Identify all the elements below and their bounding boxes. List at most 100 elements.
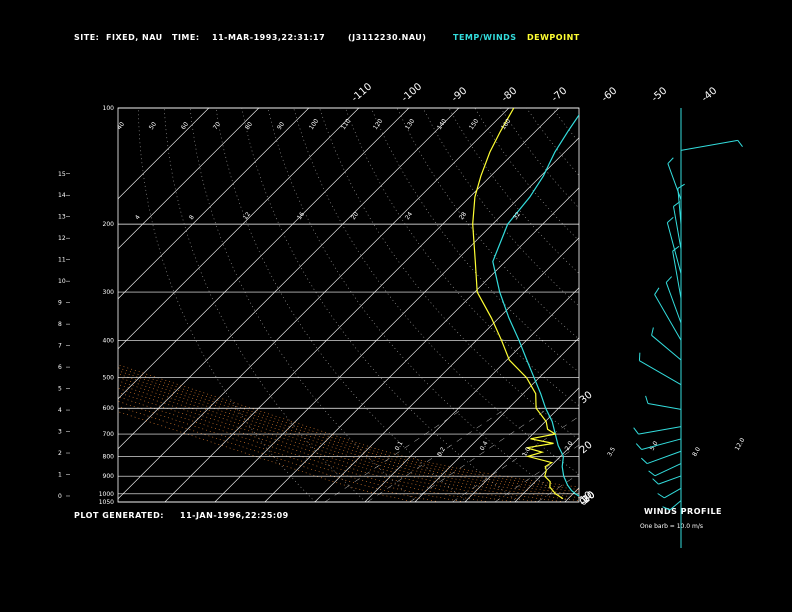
moist-adiabat-label: 16 bbox=[296, 211, 306, 221]
adiabat-top-label: 70 bbox=[212, 121, 222, 131]
temperature-profile-line bbox=[492, 113, 579, 497]
grid-clip-group bbox=[118, 108, 792, 502]
height-km-label: 10 bbox=[58, 278, 66, 285]
adiabat-top-label: 90 bbox=[276, 121, 286, 131]
pressure-tick-label: 1000 bbox=[99, 491, 114, 498]
mixing-ratio-label: 0.1 bbox=[394, 440, 405, 452]
moist-adiabat-line bbox=[118, 396, 490, 502]
adiabat-top-label: 150 bbox=[468, 118, 480, 132]
dewpoint-profile-line bbox=[472, 108, 564, 500]
adiabat-top-label: 140 bbox=[436, 118, 448, 132]
dry-adiabat-line bbox=[163, 108, 367, 502]
wind-barb bbox=[641, 438, 682, 450]
dry-adiabat-line bbox=[138, 108, 316, 502]
dry-adiabat-line bbox=[189, 108, 417, 502]
isotherm-line bbox=[118, 108, 460, 450]
height-km-label: 1 bbox=[58, 472, 62, 479]
profile-layer bbox=[472, 108, 579, 500]
wind-barb-flag bbox=[648, 470, 656, 477]
wind-barb-flag bbox=[633, 427, 639, 435]
time-value: 11-MAR-1993,22:31:17 bbox=[212, 33, 325, 42]
adiabat-top-label: 50 bbox=[148, 121, 158, 131]
isotherm-line bbox=[118, 108, 510, 500]
temp-legend: TEMP/WINDS bbox=[453, 33, 517, 42]
isotherm-line bbox=[615, 108, 792, 502]
adiabat-top-label: 110 bbox=[340, 118, 352, 132]
dry-adiabat-line bbox=[578, 108, 579, 110]
isotherm-line bbox=[715, 108, 792, 502]
wind-barb-flag bbox=[645, 395, 649, 404]
dry-adiabat-line bbox=[500, 108, 579, 209]
height-km-label: 12 bbox=[58, 235, 66, 242]
wind-barb-flag bbox=[635, 443, 642, 450]
wind-barb bbox=[647, 450, 682, 465]
moist-adiabat-line bbox=[118, 392, 515, 502]
wind-barb bbox=[667, 163, 682, 200]
wind-barb bbox=[638, 426, 682, 435]
wind-barb-flag bbox=[640, 457, 648, 464]
height-km-label: 13 bbox=[58, 214, 66, 221]
isotherm-line bbox=[214, 137, 579, 502]
moist-adiabat-line bbox=[118, 376, 579, 498]
isotherm-line bbox=[264, 187, 579, 502]
moist-adiabat-label: 20 bbox=[350, 211, 360, 221]
wind-barb-flag bbox=[652, 478, 659, 485]
mixing-ratio-line bbox=[409, 408, 549, 502]
site-value: FIXED, NAU bbox=[106, 33, 163, 42]
isotherm-right-label: 0 bbox=[578, 496, 590, 509]
wind-barb bbox=[651, 334, 682, 361]
pressure-tick-label: 200 bbox=[103, 221, 115, 228]
plot-generated-value: 11-JAN-1996,22:25:09 bbox=[180, 511, 289, 520]
isotherm-top-label: -110 bbox=[350, 81, 374, 104]
moist-adiabat-line bbox=[118, 387, 540, 502]
moist-adiabat-label: 4 bbox=[134, 214, 142, 221]
moist-adiabat-label: 28 bbox=[458, 211, 468, 221]
isotherm-top-label: -40 bbox=[700, 85, 720, 104]
mixing-ratio-label: 2.0 bbox=[564, 440, 575, 452]
wind-barb bbox=[665, 282, 682, 324]
plot-generated-label: PLOT GENERATED: bbox=[74, 511, 164, 520]
adiabat-top-label: 100 bbox=[308, 118, 320, 132]
pressure-tick-label: 600 bbox=[103, 405, 115, 412]
height-km-label: 11 bbox=[58, 257, 66, 264]
isotherm-line bbox=[364, 287, 579, 502]
moist-adiabat-label: 32 bbox=[512, 211, 522, 221]
wind-barb-flag bbox=[677, 183, 685, 189]
pressure-tick-label: 500 bbox=[103, 375, 115, 382]
dry-adiabat-line bbox=[215, 108, 468, 502]
dry-adiabat-line bbox=[241, 108, 519, 502]
mixing-ratio-label: 12.0 bbox=[734, 437, 747, 452]
dry-adiabat-line bbox=[396, 108, 579, 340]
isotherm-top-label: -50 bbox=[650, 85, 670, 104]
wind-barb-flag bbox=[662, 506, 671, 511]
mixing-ratio-line bbox=[665, 408, 792, 502]
plot-frame bbox=[117, 107, 580, 503]
isotherm-line bbox=[164, 108, 560, 502]
wind-barb-flag bbox=[654, 287, 660, 295]
height-km-label: 15 bbox=[58, 171, 66, 178]
mixing-ratio-label: 3.5 bbox=[606, 446, 617, 458]
adiabat-top-label: 160 bbox=[500, 118, 512, 132]
isotherm-line bbox=[118, 108, 360, 350]
pressure-tick-label: 900 bbox=[103, 473, 115, 480]
height-km-label: 4 bbox=[58, 407, 62, 414]
wind-barb bbox=[647, 403, 682, 410]
adiabat-top-label: 60 bbox=[180, 121, 190, 131]
moist-adiabat-line bbox=[118, 370, 579, 493]
mixing-ratio-line bbox=[537, 473, 579, 502]
wind-barb bbox=[639, 360, 682, 386]
height-km-label: 0 bbox=[58, 493, 62, 500]
wind-barb-flag bbox=[737, 140, 743, 148]
wind-barb bbox=[664, 487, 682, 499]
height-km-label: 6 bbox=[58, 364, 62, 371]
mixing-ratio-label: 8.0 bbox=[691, 446, 702, 458]
isotherm-line bbox=[464, 387, 579, 502]
time-label: TIME: bbox=[172, 33, 200, 42]
dry-adiabat-line bbox=[604, 108, 792, 502]
pressure-tick-label: 300 bbox=[103, 289, 115, 296]
file-id: (J3112230.NAU) bbox=[348, 33, 426, 42]
isotherm-line bbox=[118, 108, 410, 400]
dry-adiabat-line bbox=[708, 108, 792, 502]
wind-barb bbox=[680, 139, 738, 151]
